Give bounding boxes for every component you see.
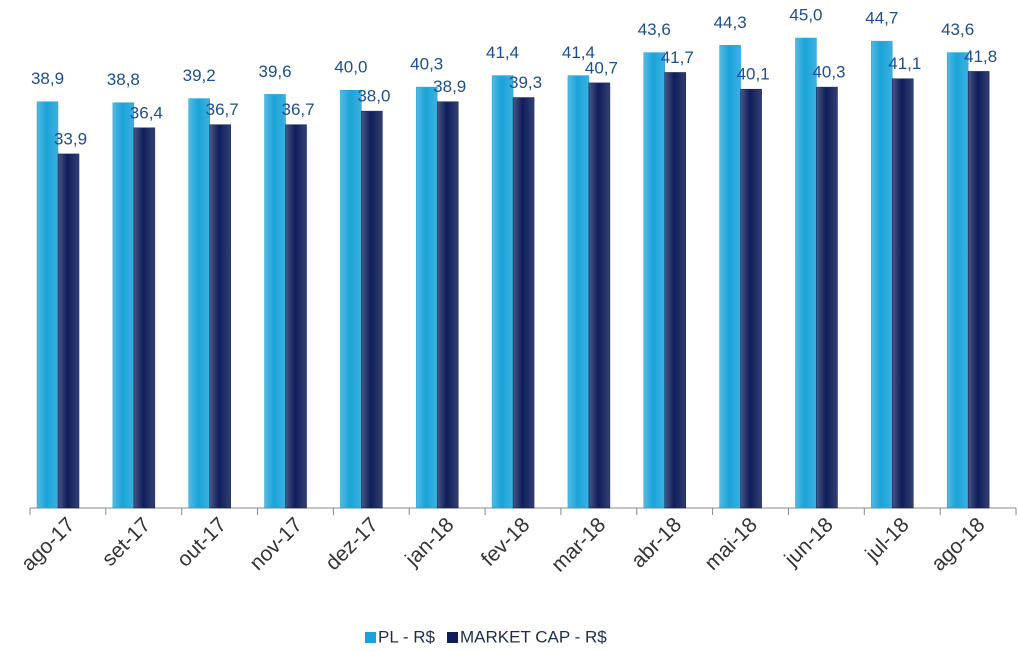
bar — [133, 127, 156, 509]
x-tick-label: ago-18 — [927, 513, 990, 576]
x-tick-label: mar-18 — [547, 513, 610, 576]
value-label: 38,0 — [357, 87, 390, 106]
value-label: 43,6 — [941, 20, 974, 39]
bar — [567, 75, 590, 509]
bar — [112, 102, 135, 509]
legend-swatch — [365, 632, 376, 643]
value-label: 41,4 — [486, 43, 519, 62]
value-label: 44,7 — [865, 9, 898, 28]
value-label: 38,8 — [107, 70, 140, 89]
bar — [36, 101, 59, 509]
x-tick-label: ago-17 — [17, 513, 80, 576]
x-tick-label: dez-17 — [321, 513, 383, 575]
x-tick-label: jul-18 — [860, 513, 913, 566]
value-label: 36,7 — [206, 100, 239, 119]
value-label: 45,0 — [789, 5, 822, 24]
bar — [664, 72, 687, 509]
value-label: 36,7 — [281, 100, 314, 119]
x-tick-label: jun-18 — [780, 513, 838, 571]
bar — [436, 101, 459, 509]
bar — [946, 52, 969, 509]
bar — [209, 124, 231, 509]
bar — [491, 75, 514, 509]
value-label: 38,9 — [433, 77, 466, 96]
bar — [57, 153, 80, 509]
value-label: 36,4 — [130, 103, 163, 122]
legend-label: PL - R$ — [378, 627, 436, 646]
value-label: 40,0 — [334, 58, 367, 77]
bar — [816, 86, 838, 509]
bar — [871, 40, 893, 509]
value-label: 40,7 — [585, 58, 618, 77]
bar — [795, 37, 817, 509]
value-label: 41,1 — [888, 54, 921, 73]
bar — [340, 89, 362, 509]
bar — [264, 94, 286, 509]
value-label: 38,9 — [31, 69, 64, 88]
value-label: 43,6 — [638, 20, 671, 39]
x-tick-label: nov-17 — [245, 513, 307, 575]
bar — [285, 124, 307, 509]
x-tick-label: abr-18 — [627, 513, 686, 572]
bar — [188, 98, 210, 509]
x-tick-label: set-17 — [98, 513, 156, 571]
value-label: 40,3 — [410, 55, 443, 74]
x-tick-label: fev-18 — [477, 513, 535, 571]
value-label: 39,6 — [258, 62, 291, 81]
value-label: 40,1 — [737, 65, 770, 84]
value-label: 33,9 — [54, 129, 87, 148]
value-label: 39,3 — [509, 73, 542, 92]
bar — [361, 110, 383, 509]
value-label: 39,2 — [183, 66, 216, 85]
value-label: 41,7 — [661, 48, 694, 67]
value-label: 41,8 — [964, 47, 997, 66]
bar — [740, 88, 762, 509]
value-label: 44,3 — [714, 13, 747, 32]
bar — [892, 78, 914, 509]
bar — [967, 71, 990, 509]
x-tick-label: jan-18 — [400, 513, 458, 571]
bar — [719, 45, 741, 509]
bar — [588, 82, 611, 509]
x-tick-label: out-17 — [173, 513, 231, 571]
bar — [643, 52, 666, 509]
bar — [512, 97, 535, 509]
x-tick-label: mai-18 — [700, 513, 762, 575]
legend-label: MARKET CAP - R$ — [460, 627, 607, 646]
bar — [415, 86, 438, 509]
value-label: 40,3 — [812, 63, 845, 82]
legend-swatch — [447, 632, 459, 643]
value-label: 41,4 — [562, 43, 595, 62]
